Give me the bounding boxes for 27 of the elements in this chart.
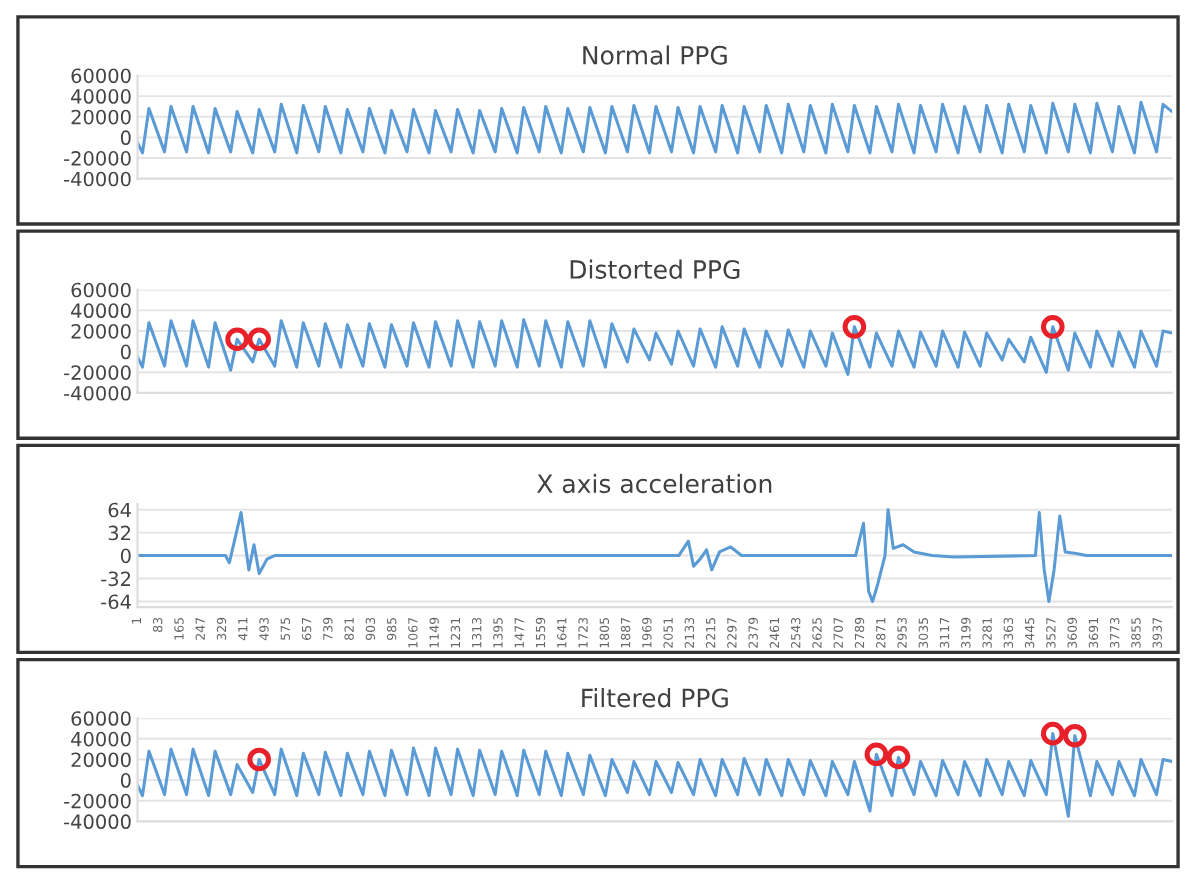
y-tick-label: -20000 [64, 365, 131, 380]
y-tick-label: 32 [108, 525, 131, 541]
y-tick-label: 0 [120, 548, 131, 564]
y-tick-label: 64 [108, 502, 131, 518]
chart-title: Filtered PPG [582, 688, 728, 708]
y-tick-label: 20000 [71, 109, 131, 125]
y-tick-label: 40000 [71, 731, 131, 747]
y-tick-label: 40000 [71, 89, 131, 104]
y-tick-label: 20000 [71, 323, 131, 339]
y-tick-label: 60000 [71, 711, 131, 726]
y-tick-label: 0 [120, 773, 131, 788]
y-tick-label: -20000 [64, 151, 131, 166]
chart-title: Distorted PPG [570, 259, 740, 279]
y-tick-label: 0 [120, 130, 131, 146]
y-tick-label: 20000 [71, 752, 131, 768]
y-tick-label: 60000 [71, 282, 131, 298]
y-tick-label: -40000 [64, 814, 131, 830]
y-tick-label: 40000 [71, 303, 131, 319]
y-tick-label: -40000 [64, 171, 131, 187]
y-tick-label: -40000 [64, 385, 131, 401]
chart-title: X axis acceleration [537, 473, 772, 494]
chart-title: Normal PPG [583, 45, 727, 65]
y-tick-label: -32 [101, 571, 131, 587]
y-tick-label: -20000 [64, 793, 131, 809]
y-tick-label: -64 [101, 594, 131, 610]
y-tick-label: 60000 [71, 68, 131, 84]
y-tick-label: 0 [120, 344, 131, 360]
